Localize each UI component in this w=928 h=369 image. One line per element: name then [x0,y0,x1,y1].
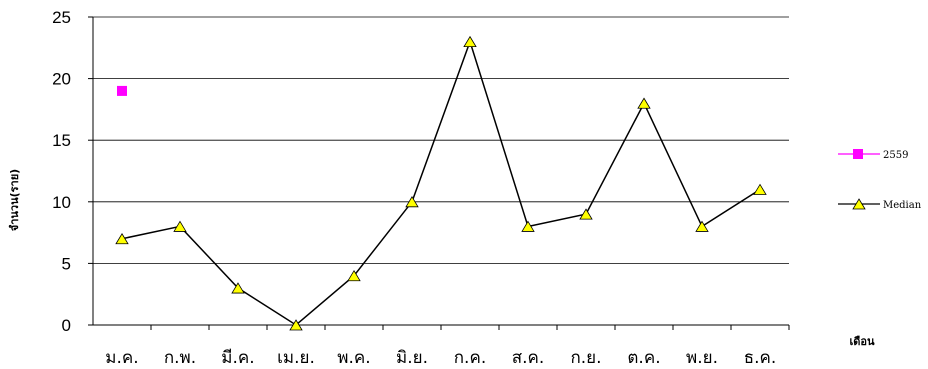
y-tick-label: 0 [62,316,71,335]
x-tick-label: ต.ค. [627,348,660,368]
data-point [753,183,767,195]
x-tick-label: ส.ค. [512,348,545,368]
y-tick-label: 5 [62,254,71,273]
x-tick-label: มิ.ย. [396,348,428,368]
legend-marker-2559 [853,149,863,159]
x-tick-label: พ.ค. [337,348,370,368]
series-layer [115,35,767,331]
data-point [117,85,127,96]
series-median [115,35,767,331]
x-tick-label: มี.ค. [221,348,254,368]
legend: 2559 Median [838,149,922,211]
x-tick-label: ธ.ค. [744,348,777,368]
data-point [173,220,187,232]
legend-marker-median [852,198,866,210]
y-tick-labels: 0 5 10 15 20 25 [52,8,71,335]
x-axis-label: เดือน [849,335,875,348]
x-tick-label: พ.ย. [686,348,718,368]
data-point [637,97,651,109]
data-point [695,220,709,232]
data-point [347,269,361,282]
y-tick-label: 15 [52,131,71,150]
data-point [289,319,303,331]
series-2559 [117,85,127,96]
data-point [405,196,419,208]
legend-item-2559: 2559 [838,149,908,161]
y-tick-label: 25 [52,8,71,27]
axes [92,17,790,330]
gridlines [88,16,789,326]
data-point [231,282,245,294]
data-point [579,208,593,220]
x-tick-label: ก.ค. [454,348,486,368]
data-point [521,220,535,232]
legend-label-median: Median [883,200,922,211]
x-tick-label: ม.ค. [105,348,138,368]
x-tick-label: ก.พ. [164,348,196,368]
legend-item-median: Median [838,198,922,211]
x-tick-labels: ม.ค. ก.พ. มี.ค. เม.ย. พ.ค. มิ.ย. ก.ค. ส.ค. ก.ย. ต… [105,348,776,368]
data-point [115,232,129,245]
series-line [121,39,761,326]
y-axis-label: จำนวน(ราย) [8,169,21,231]
data-point [463,35,477,48]
y-tick-label: 10 [52,193,71,212]
y-tick-label: 20 [52,70,71,89]
x-tick-label: เม.ย. [277,348,315,368]
legend-label-2559: 2559 [883,150,908,161]
x-tick-label: ก.ย. [570,348,601,368]
